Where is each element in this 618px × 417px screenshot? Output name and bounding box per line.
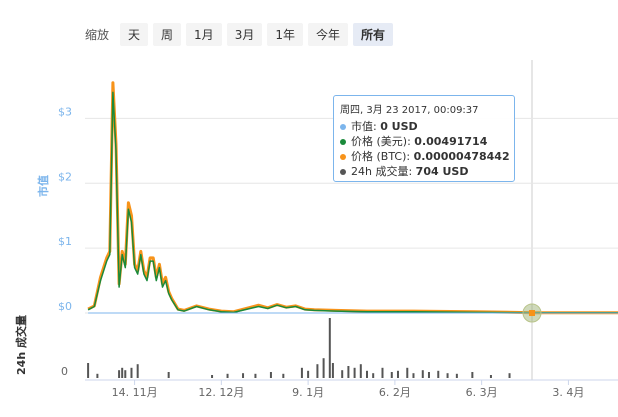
- hover-point: [529, 310, 535, 316]
- zoom-button[interactable]: 3月: [226, 23, 263, 46]
- zoom-button[interactable]: 1年: [267, 23, 303, 46]
- volume-bar: [427, 372, 430, 378]
- zoom-button[interactable]: 1月: [186, 23, 222, 46]
- volume-bar: [421, 370, 424, 378]
- x-tick-label: 3. 4月: [552, 386, 584, 399]
- volume-bar: [96, 373, 99, 378]
- volume-bar: [331, 363, 334, 378]
- volume-bar: [328, 318, 331, 378]
- volume-bar: [508, 373, 511, 378]
- x-tick-label: 6. 2月: [379, 386, 411, 399]
- volume-bar: [226, 373, 229, 378]
- volume-bar: [372, 373, 375, 378]
- volume-bar: [121, 367, 124, 378]
- volume-bar: [455, 373, 458, 378]
- x-tick-label: 14. 11月: [112, 386, 158, 399]
- x-tick-label: 9. 1月: [292, 386, 324, 399]
- tooltip-row: 价格 (BTC): 0.00000478442: [340, 149, 510, 164]
- volume-bar: [347, 366, 350, 378]
- volume-bar: [353, 367, 356, 378]
- tooltip-label: 价格 (美元):: [351, 135, 415, 148]
- zoom-button[interactable]: 今年: [307, 23, 348, 46]
- line-series: [87, 91, 618, 314]
- volume-bar: [446, 373, 449, 378]
- volume-bar: [130, 367, 133, 378]
- volume-bar: [390, 372, 393, 378]
- volume-bar: [167, 372, 170, 378]
- y-axis-label: 市值: [36, 175, 50, 197]
- tooltip-label: 市值:: [351, 120, 381, 133]
- volume-bar: [316, 364, 319, 378]
- tooltip-row: 市值: 0 USD: [340, 119, 508, 134]
- volume-bar: [489, 375, 492, 378]
- x-tick-label: 6. 3月: [466, 386, 498, 399]
- x-tick-label: 12. 12月: [198, 386, 244, 399]
- volume-bar: [307, 370, 310, 378]
- tooltip-value: 704 USD: [415, 165, 469, 178]
- volume-bar: [242, 373, 245, 378]
- y-tick-label: 0: [61, 365, 68, 378]
- tooltip-row: 价格 (美元): 0.00491714: [340, 134, 508, 149]
- volume-bar: [359, 364, 362, 378]
- volume-bar: [269, 372, 272, 378]
- volume-bar: [406, 367, 409, 378]
- zoom-button[interactable]: 所有: [352, 23, 393, 46]
- volume-bar: [124, 370, 127, 378]
- zoom-button[interactable]: 天: [120, 23, 149, 46]
- tooltip: 周四, 3月 23 2017, 00:09:37 市值: 0 USD 价格 (美元…: [333, 95, 515, 182]
- y-tick-label: $3: [58, 105, 72, 118]
- y-axis-label: 24h 成交量: [14, 315, 28, 375]
- volume-bar: [211, 375, 214, 378]
- volume-bar: [282, 373, 285, 378]
- zoom-label: 缩放: [85, 28, 110, 42]
- volume-bar: [381, 367, 384, 378]
- tooltip-title: 周四, 3月 23 2017, 00:09:37: [340, 105, 479, 116]
- tooltip-row: 24h 成交量: 704 USD: [340, 164, 508, 179]
- volume-bar: [341, 370, 344, 378]
- y-tick-label: $0: [58, 300, 72, 313]
- volume-bar: [322, 358, 325, 378]
- volume-bar: [300, 367, 303, 378]
- y-tick-label: $1: [58, 235, 72, 248]
- tooltip-value: 0.00000478442: [413, 150, 510, 163]
- tooltip-label: 24h 成交量:: [351, 165, 416, 178]
- tooltip-value: 0.00491714: [414, 135, 488, 148]
- tooltip-bullet: [340, 124, 346, 130]
- volume-bar: [87, 363, 90, 378]
- tooltip-value: 0 USD: [380, 120, 418, 133]
- volume-bar: [471, 372, 474, 378]
- zoom-button[interactable]: 周: [153, 23, 182, 46]
- zoom-toolbar: 缩放 天周 1月 3月 1年 今年 所有: [85, 23, 393, 46]
- y-tick-label: $2: [58, 170, 72, 183]
- volume-bar: [396, 370, 399, 378]
- tooltip-label: 价格 (BTC):: [351, 150, 414, 163]
- tooltip-bullet: [340, 169, 346, 175]
- tooltip-bullet: [340, 154, 346, 160]
- volume-bar: [136, 364, 139, 378]
- volume-bar: [365, 370, 368, 378]
- tooltip-bullet: [340, 139, 346, 145]
- volume-bar: [118, 370, 121, 378]
- volume-bar: [254, 373, 257, 378]
- volume-bar: [412, 373, 415, 378]
- volume-bar: [437, 370, 440, 378]
